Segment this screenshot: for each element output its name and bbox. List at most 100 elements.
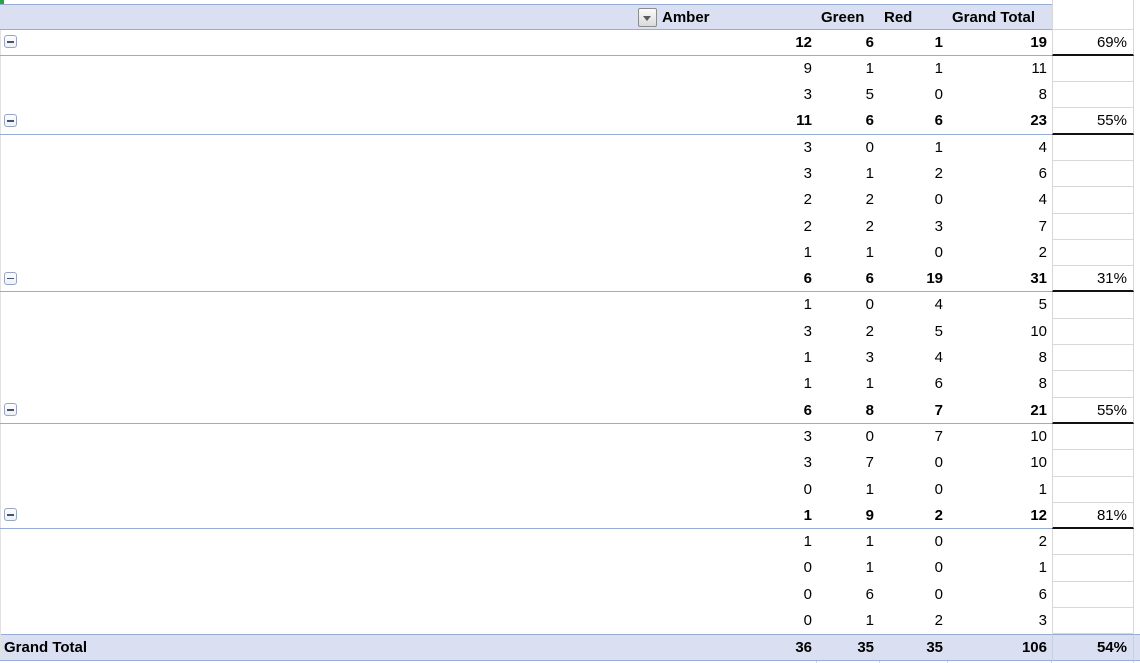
total-value-cell[interactable]: 6 — [1038, 585, 1047, 603]
total-value-cell[interactable]: 5 — [1038, 296, 1047, 314]
amber-value-cell[interactable]: 12 — [658, 30, 817, 56]
percent-cell[interactable] — [1052, 608, 1134, 635]
amber-value-cell[interactable]: 1 — [803, 533, 812, 551]
total-value-cell[interactable]: 10 — [1030, 322, 1047, 340]
red-value-cell[interactable]: 0 — [934, 533, 943, 551]
item-label-cell[interactable]: Support/provide fiscal incentives to cyc… — [0, 608, 658, 634]
total-value-cell[interactable]: 8 — [1038, 375, 1047, 393]
total-value-cell[interactable]: 4 — [1038, 138, 1047, 156]
amber-value-cell[interactable]: 11 — [658, 108, 817, 135]
percent-header-cell[interactable] — [1052, 3, 1134, 30]
item-label-cell[interactable]: Improve motorists standards & behaviours — [0, 582, 658, 608]
red-value-cell[interactable]: 7 — [934, 427, 943, 445]
item-label-cell[interactable]: Ensure cycle network is properly signpos… — [0, 240, 658, 266]
red-value-cell[interactable]: 19 — [880, 266, 948, 293]
percent-cell[interactable]: 31% — [1052, 266, 1134, 293]
green-value-cell[interactable]: 1 — [865, 612, 874, 630]
item-label-cell[interactable]: Support planning & design of towns in cy… — [0, 82, 658, 108]
total-value-cell[interactable]: 8 — [1038, 349, 1047, 367]
green-value-cell[interactable]: 8 — [817, 398, 880, 424]
collapse-button[interactable] — [4, 403, 17, 417]
collapse-button[interactable] — [4, 271, 17, 285]
percent-cell[interactable]: 69% — [1052, 29, 1134, 56]
green-value-cell[interactable]: 9 — [817, 503, 880, 530]
item-label-cell[interactable]: Improve cyclists standards & behaviours — [0, 555, 658, 581]
total-value-cell[interactable]: 3 — [1038, 612, 1047, 630]
amber-value-cell[interactable]: 1 — [803, 349, 812, 367]
item-label-cell[interactable]: Provide secure parking for bikes — [0, 214, 658, 240]
amber-value-cell[interactable]: 3 — [803, 86, 812, 104]
amber-value-cell[interactable]: 3 — [803, 454, 812, 472]
red-value-cell[interactable]: 2 — [934, 612, 943, 630]
percent-cell[interactable] — [1052, 239, 1134, 267]
green-value-cell[interactable]: 5 — [865, 86, 874, 104]
amber-value-cell[interactable]: 0 — [803, 480, 812, 498]
red-value-cell[interactable]: 2 — [880, 503, 948, 530]
red-column-header[interactable]: Red — [880, 3, 948, 30]
group-label-cell[interactable]: Training: cyclists & drivers — [0, 503, 658, 530]
grand-total-red-cell[interactable]: 35 — [880, 634, 948, 661]
red-value-cell[interactable]: 1 — [934, 138, 943, 156]
green-value-cell[interactable]: 0 — [865, 427, 874, 445]
grand-total-green-cell[interactable]: 35 — [817, 634, 880, 661]
total-value-cell[interactable]: 21 — [948, 398, 1052, 424]
amber-column-header[interactable]: Amber — [658, 3, 817, 30]
percent-cell[interactable]: 81% — [1052, 502, 1134, 530]
percent-cell[interactable] — [1052, 160, 1134, 188]
green-value-cell[interactable]: 6 — [817, 266, 880, 293]
filter-dropdown-button[interactable] — [638, 7, 657, 27]
percent-cell[interactable] — [1052, 345, 1134, 372]
grand-total-percent-cell[interactable]: 54% — [1052, 634, 1134, 661]
collapse-button[interactable] — [4, 35, 17, 49]
green-value-cell[interactable]: 6 — [865, 585, 874, 603]
group-label-cell[interactable]: Infrastructure: rural, schools, maintena… — [0, 108, 658, 135]
green-value-cell[interactable]: 1 — [865, 164, 874, 182]
amber-value-cell[interactable]: 3 — [803, 138, 812, 156]
amber-value-cell[interactable]: 0 — [803, 585, 812, 603]
percent-cell[interactable] — [1052, 450, 1134, 477]
total-value-cell[interactable]: 7 — [1038, 217, 1047, 235]
red-value-cell[interactable]: 0 — [934, 86, 943, 104]
amber-value-cell[interactable]: 6 — [658, 266, 817, 293]
percent-cell[interactable] — [1052, 555, 1134, 582]
amber-value-cell[interactable]: 1 — [803, 375, 812, 393]
total-value-cell[interactable]: 31 — [948, 266, 1052, 293]
green-value-cell[interactable]: 6 — [817, 108, 880, 135]
total-value-cell[interactable]: 4 — [1038, 191, 1047, 209]
collapse-button[interactable] — [4, 114, 17, 128]
item-label-cell[interactable]: Financial Support to implement NCPF — [0, 529, 658, 555]
percent-cell[interactable] — [1052, 213, 1134, 240]
percent-cell[interactable] — [1052, 581, 1134, 609]
amber-value-cell[interactable]: 3 — [803, 322, 812, 340]
total-value-cell[interactable]: 6 — [1038, 164, 1047, 182]
red-value-cell[interactable]: 6 — [934, 375, 943, 393]
amber-value-cell[interactable]: 3 — [803, 164, 812, 182]
item-label-cell[interactable]: Evaluate cycling policy/monitor progress — [0, 292, 658, 318]
total-value-cell[interactable]: 10 — [1030, 427, 1047, 445]
grand-total-amber-cell[interactable]: 36 — [658, 634, 817, 661]
amber-value-cell[interactable]: 6 — [658, 398, 817, 424]
percent-cell[interactable] — [1052, 423, 1134, 451]
total-value-cell[interactable]: 8 — [1038, 86, 1047, 104]
percent-cell[interactable] — [1052, 82, 1134, 109]
red-value-cell[interactable]: 2 — [934, 164, 943, 182]
red-value-cell[interactable]: 0 — [934, 585, 943, 603]
green-value-cell[interactable]: 3 — [865, 349, 874, 367]
green-value-cell[interactable]: 0 — [865, 138, 874, 156]
green-value-cell[interactable]: 2 — [865, 191, 874, 209]
total-value-cell[interactable]: 23 — [948, 108, 1052, 135]
group-label-cell[interactable]: Public transport & urban cycling — [0, 398, 658, 424]
green-value-cell[interactable]: 1 — [865, 243, 874, 261]
grand-total-column-header[interactable]: Grand Total — [948, 3, 1052, 30]
green-value-cell[interactable]: 1 — [865, 559, 874, 577]
percent-cell[interactable] — [1052, 187, 1134, 214]
red-value-cell[interactable]: 5 — [934, 322, 943, 340]
percent-cell[interactable] — [1052, 292, 1134, 319]
percent-cell[interactable] — [1052, 529, 1134, 556]
red-value-cell[interactable]: 1 — [934, 59, 943, 77]
item-label-cell[interactable]: Ensure urban roads and traffic managemen… — [0, 56, 658, 82]
amber-value-cell[interactable]: 0 — [803, 559, 812, 577]
red-value-cell[interactable]: 0 — [934, 243, 943, 261]
group-label-cell[interactable]: Design & Traffic Management — [0, 30, 658, 56]
green-value-cell[interactable]: 6 — [817, 30, 880, 56]
